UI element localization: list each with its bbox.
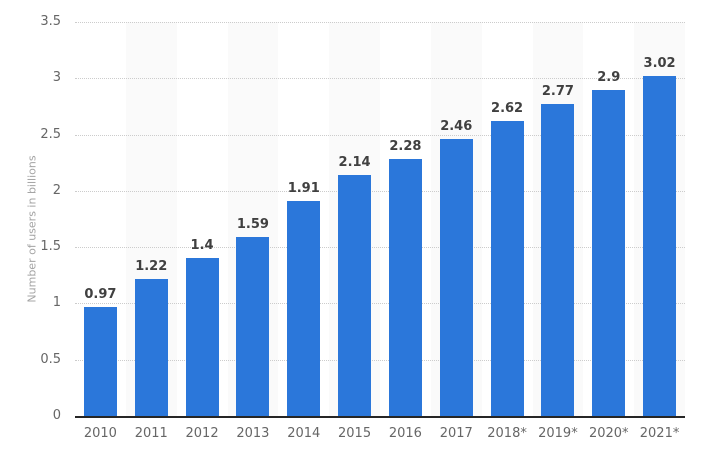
x-tick-label-2020*: 2020* — [588, 426, 629, 441]
bar-2011[interactable] — [134, 278, 168, 416]
bar-value-label-2021*: 3.02 — [643, 56, 676, 72]
gridline-1.5 — [75, 247, 685, 249]
y-tick-label: 0 — [52, 408, 61, 423]
bar-2016[interactable] — [388, 159, 422, 416]
y-tick-label: 3 — [52, 70, 61, 86]
x-tick-label-2016: 2016 — [388, 426, 422, 441]
x-tick-label-2018*: 2018* — [487, 426, 527, 441]
gridline-1 — [75, 303, 685, 305]
y-tick-label: 3.5 — [40, 14, 61, 29]
x-tick-label-2012: 2012 — [185, 426, 219, 441]
bar-2020*[interactable] — [592, 89, 626, 416]
x-tick-label-2019*: 2019* — [538, 426, 578, 441]
bar-value-label-2017: 2.46 — [440, 119, 473, 135]
x-tick-label-2010: 2010 — [83, 426, 117, 441]
bar-value-label-2016: 2.28 — [389, 139, 422, 155]
bar-2012[interactable] — [185, 258, 219, 416]
bar-2019*[interactable] — [541, 104, 575, 416]
y-tick-label: 2 — [52, 182, 61, 198]
gridline-3 — [75, 78, 685, 80]
bar-2013[interactable] — [236, 237, 270, 416]
bar-2015[interactable] — [338, 175, 372, 416]
bar-2018*[interactable] — [490, 121, 524, 416]
x-tick-label-2017: 2017 — [439, 426, 473, 441]
bar-value-label-2018*: 2.62 — [491, 101, 524, 117]
x-tick-label-2015: 2015 — [338, 426, 372, 441]
gridline-0.5 — [75, 359, 685, 361]
bar-value-label-2012: 1.4 — [190, 238, 214, 254]
x-tick-label-2011: 2011 — [134, 426, 168, 441]
gridline-2.5 — [75, 134, 685, 136]
x-axis-line — [75, 416, 685, 418]
bar-value-label-2013: 1.59 — [236, 217, 269, 232]
y-tick-label: 2.5 — [40, 126, 61, 142]
x-tick-label-2013: 2013 — [236, 426, 270, 441]
bar-2017[interactable] — [439, 139, 473, 416]
bar-2010[interactable] — [83, 306, 117, 416]
y-tick-label: 1.5 — [40, 239, 61, 255]
x-tick-label-2014: 2014 — [287, 426, 321, 441]
bar-value-label-2010: 0.97 — [84, 286, 117, 302]
bar-value-label-2011: 1.22 — [135, 258, 168, 274]
bar-value-label-2019*: 2.77 — [541, 84, 574, 100]
bar-value-label-2020*: 2.9 — [597, 69, 621, 85]
gridline-2 — [75, 190, 685, 192]
bar-value-label-2015: 2.14 — [338, 155, 371, 171]
x-tick-label-2021*: 2021* — [639, 426, 680, 441]
bar-2014[interactable] — [287, 200, 321, 416]
y-axis-tick-labels: 0 0.5 1 1.5 2 2.5 3 3.5 — [0, 0, 61, 464]
gridline-3.5 — [75, 22, 685, 23]
plot-area: 0.97 2010 1.22 2011 1.4 2012 1.59 2013 1.91 2014 2… — [75, 22, 685, 464]
y-tick-label: 0.5 — [40, 351, 61, 367]
bar-value-label-2014: 1.91 — [287, 180, 320, 196]
y-tick-label: 1 — [52, 295, 61, 311]
bar-2021*[interactable] — [643, 76, 677, 416]
